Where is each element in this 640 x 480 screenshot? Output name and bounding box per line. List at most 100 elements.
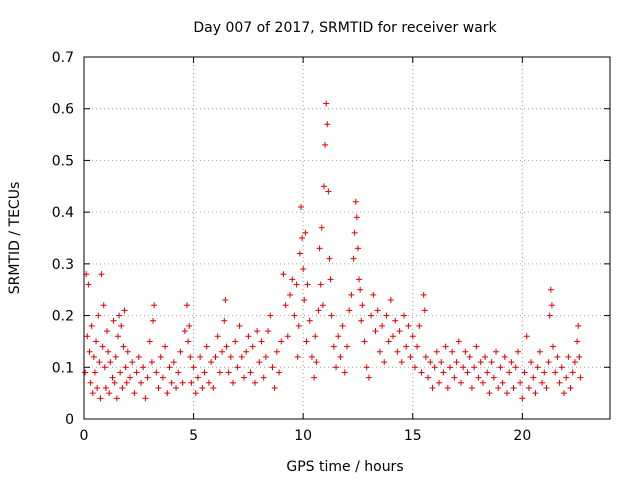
data-point (390, 333, 397, 340)
data-point (436, 379, 443, 386)
data-point (409, 333, 416, 340)
data-point (232, 338, 239, 345)
data-point (460, 364, 467, 371)
data-point (227, 353, 234, 360)
data-point (301, 297, 308, 304)
data-point (82, 369, 89, 376)
data-point (501, 353, 508, 360)
data-point (302, 229, 309, 236)
data-point (308, 353, 315, 360)
data-point (175, 369, 182, 376)
data-point (325, 188, 332, 195)
data-point (170, 359, 177, 366)
data-point (96, 359, 103, 366)
data-point (129, 359, 136, 366)
data-point (151, 302, 158, 309)
data-point (146, 338, 153, 345)
data-point (86, 348, 93, 355)
data-point (339, 322, 346, 329)
data-point (385, 338, 392, 345)
data-point (326, 255, 333, 262)
data-point (466, 353, 473, 360)
data-point (107, 359, 114, 366)
data-point (372, 328, 379, 335)
data-point (534, 364, 541, 371)
data-point (396, 328, 403, 335)
data-point (124, 348, 131, 355)
data-point (144, 374, 151, 381)
data-point (225, 369, 232, 376)
data-point (482, 353, 489, 360)
plot-frame (83, 56, 611, 420)
data-point (119, 384, 126, 391)
data-point (394, 348, 401, 355)
data-point (574, 338, 581, 345)
data-point (95, 312, 102, 319)
data-point (346, 307, 353, 314)
data-point (442, 343, 449, 350)
data-point (521, 369, 528, 376)
data-point (84, 333, 91, 340)
data-point (258, 338, 265, 345)
data-point (142, 395, 149, 402)
data-point (358, 317, 365, 324)
data-point (223, 343, 230, 350)
data-point (324, 121, 331, 128)
data-point (192, 390, 199, 397)
data-point (403, 343, 410, 350)
data-point (444, 384, 451, 391)
data-point (249, 343, 256, 350)
data-point (560, 390, 567, 397)
data-point (322, 141, 329, 148)
data-point (304, 281, 311, 288)
y-tick-label: 0.4 (52, 205, 74, 221)
data-point (333, 364, 340, 371)
y-tick-label: 0.2 (52, 309, 74, 325)
data-point (137, 379, 144, 386)
data-point (356, 276, 363, 283)
data-point (251, 379, 258, 386)
data-point (262, 353, 269, 360)
data-point (294, 353, 301, 360)
data-point (447, 364, 454, 371)
data-point (150, 317, 157, 324)
data-point (159, 374, 166, 381)
data-point (433, 348, 440, 355)
data-point (425, 374, 432, 381)
data-point (556, 379, 563, 386)
data-point (383, 312, 390, 319)
data-point (94, 384, 101, 391)
data-point (265, 328, 272, 335)
data-point (210, 384, 217, 391)
data-point (254, 328, 261, 335)
y-tick-label: 0.5 (52, 153, 74, 169)
data-point (510, 384, 517, 391)
data-point (503, 390, 510, 397)
data-point (330, 343, 337, 350)
data-point (550, 343, 557, 350)
data-point (453, 359, 460, 366)
data-point (548, 302, 555, 309)
data-point (135, 353, 142, 360)
axis-ticks: 0 5 10 15 20 0 0.1 0.2 0.3 0.4 0.5 0.6 0.7 (52, 50, 610, 444)
data-point (376, 348, 383, 355)
y-axis-label: SRMTID / TECUs (7, 182, 23, 295)
data-point (414, 343, 421, 350)
data-point (112, 353, 119, 360)
data-point (101, 364, 108, 371)
data-point (278, 338, 285, 345)
data-point (565, 353, 572, 360)
data-point (320, 183, 327, 190)
data-point (271, 384, 278, 391)
data-point (499, 379, 506, 386)
x-tick-label: 10 (294, 428, 312, 444)
data-point (166, 364, 173, 371)
data-point (116, 312, 123, 319)
data-point (523, 333, 530, 340)
data-point (429, 384, 436, 391)
data-point (293, 281, 300, 288)
data-point (157, 353, 164, 360)
data-point (100, 302, 107, 309)
x-tick-label: 0 (80, 428, 89, 444)
data-point (173, 384, 180, 391)
